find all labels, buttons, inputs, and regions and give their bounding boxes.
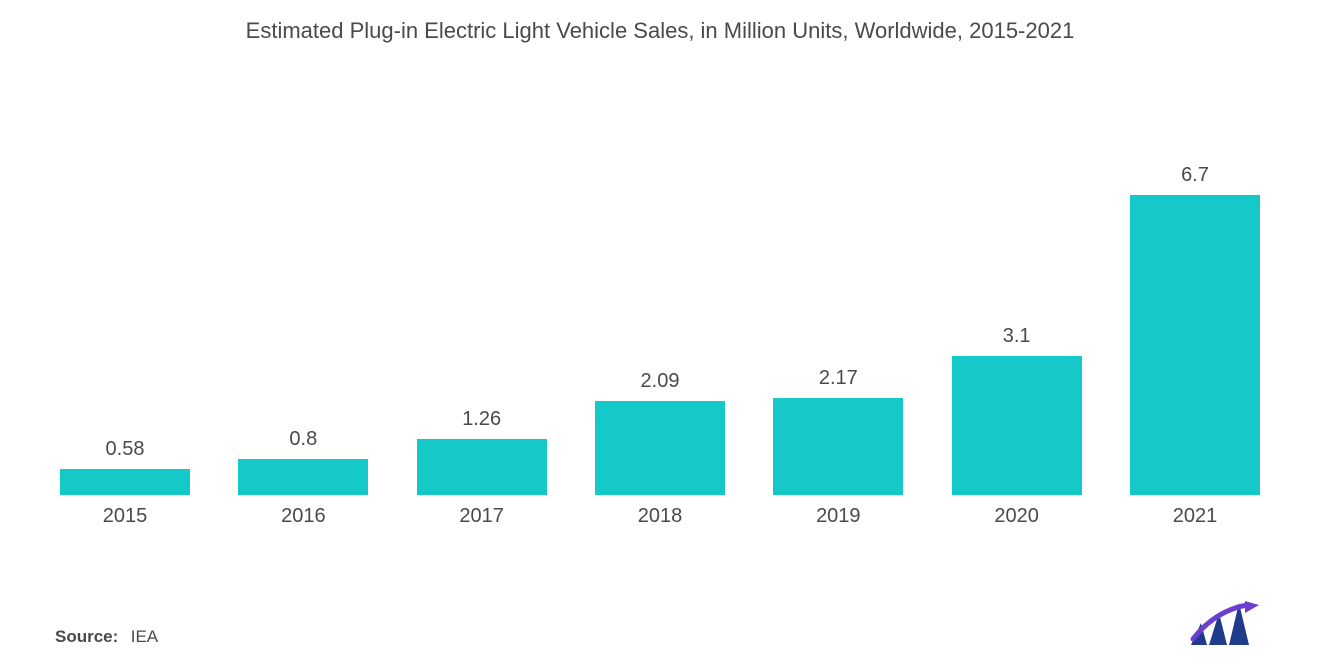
- bar: [595, 401, 725, 495]
- x-axis-tick-label: 2016: [233, 505, 373, 528]
- source-value: IEA: [131, 627, 158, 646]
- x-axis-tick-label: 2020: [947, 505, 1087, 528]
- x-axis-tick-label: 2015: [55, 505, 195, 528]
- bar: [1130, 195, 1260, 495]
- bar: [952, 356, 1082, 495]
- bars-row: 0.58 0.8 1.26 2.09 2.17 3.1 6.7: [55, 164, 1265, 495]
- bar: [238, 459, 368, 495]
- bar-value-label: 6.7: [1181, 164, 1209, 187]
- x-axis: 2015 2016 2017 2018 2019 2020 2021: [55, 505, 1265, 528]
- bar-value-label: 2.09: [641, 370, 680, 393]
- chart-container: Estimated Plug-in Electric Light Vehicle…: [0, 0, 1320, 665]
- bar-value-label: 3.1: [1003, 325, 1031, 348]
- bar-value-label: 0.8: [289, 428, 317, 451]
- bar-column: 2.09: [590, 370, 730, 495]
- plot-area: 0.58 0.8 1.26 2.09 2.17 3.1 6.7: [55, 100, 1265, 495]
- bar-column: 2.17: [768, 367, 908, 495]
- x-axis-tick-label: 2017: [412, 505, 552, 528]
- bar-column: 0.58: [55, 438, 195, 495]
- bar: [60, 469, 190, 495]
- bar-value-label: 1.26: [462, 408, 501, 431]
- bar: [773, 398, 903, 495]
- footer: Source: IEA: [55, 601, 1265, 647]
- x-axis-tick-label: 2021: [1125, 505, 1265, 528]
- bar-value-label: 2.17: [819, 367, 858, 390]
- x-axis-tick-label: 2019: [768, 505, 908, 528]
- bar-value-label: 0.58: [106, 438, 145, 461]
- source-attribution: Source: IEA: [55, 627, 158, 647]
- brand-logo: [1187, 601, 1265, 647]
- chart-title: Estimated Plug-in Electric Light Vehicle…: [0, 18, 1320, 44]
- x-axis-tick-label: 2018: [590, 505, 730, 528]
- bar-column: 3.1: [947, 325, 1087, 495]
- source-label: Source:: [55, 627, 118, 646]
- bar-column: 1.26: [412, 408, 552, 495]
- bar-column: 0.8: [233, 428, 373, 495]
- bar: [417, 439, 547, 495]
- bar-column: 6.7: [1125, 164, 1265, 495]
